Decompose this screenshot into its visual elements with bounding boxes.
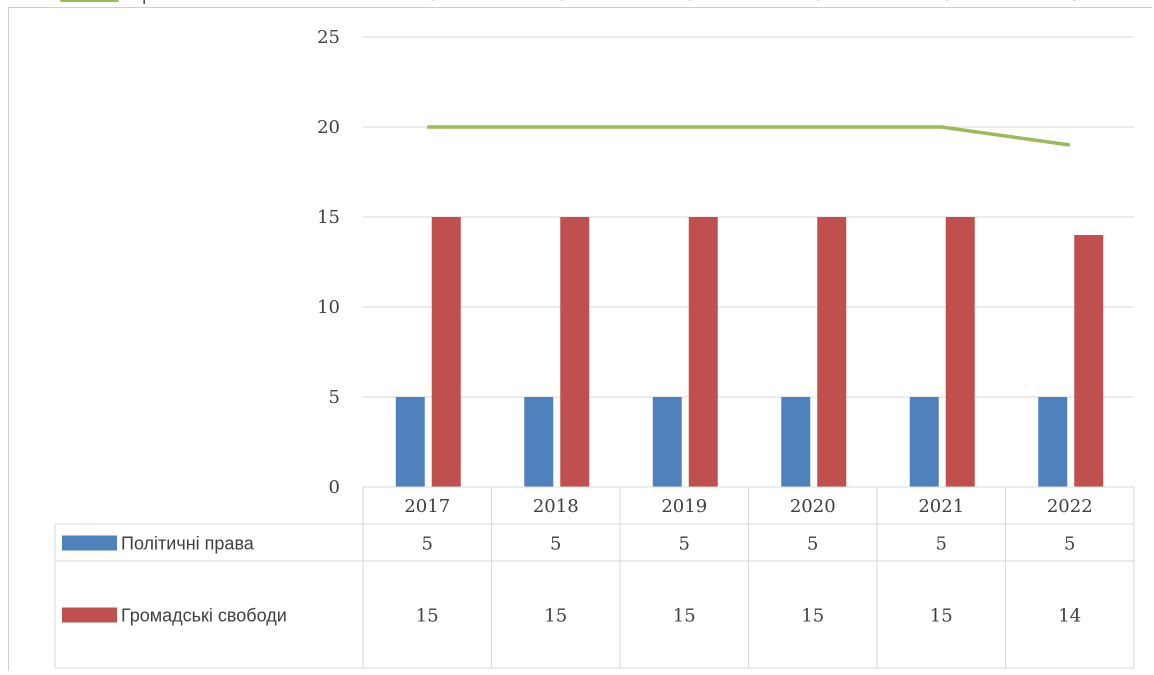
y-tick-label: 20 xyxy=(317,117,340,138)
series-label-score: Оцінка за 100-бальною xyxy=(121,0,315,4)
series-label-score-line2: шкалою xyxy=(213,0,280,4)
table-value-score: 20 xyxy=(544,0,567,5)
bar-civil-liberties xyxy=(945,217,975,487)
bar-political-rights xyxy=(1038,397,1068,487)
y-tick-label: 25 xyxy=(317,27,340,48)
table-value-civil-liberties: 15 xyxy=(673,606,696,627)
bar-political-rights xyxy=(395,397,425,487)
chart-frame xyxy=(8,7,1152,671)
category-label: 2019 xyxy=(661,496,707,517)
category-label: 2022 xyxy=(1047,496,1093,517)
bar-political-rights xyxy=(524,397,554,487)
table-value-civil-liberties: 15 xyxy=(544,606,567,627)
table-value-political-rights: 5 xyxy=(422,534,433,555)
table-value-score: 19 xyxy=(1058,0,1081,5)
table-value-political-rights: 5 xyxy=(936,534,947,555)
table-value-civil-liberties: 15 xyxy=(801,606,824,627)
y-axis: 0 5 10 15 20 25 xyxy=(317,27,340,498)
y-tick-label: 5 xyxy=(329,387,340,408)
gridlines xyxy=(363,36,1134,398)
category-label: 2021 xyxy=(918,496,964,517)
bar-civil-liberties xyxy=(431,217,461,487)
bars xyxy=(395,217,1104,487)
y-tick-label: 0 xyxy=(329,477,340,498)
table-value-political-rights: 5 xyxy=(1064,534,1075,555)
bar-political-rights xyxy=(909,397,939,487)
table-value-score: 20 xyxy=(673,0,696,5)
bar-political-rights xyxy=(652,397,682,487)
category-label: 2018 xyxy=(533,496,579,517)
legend-key-civil-liberties xyxy=(62,607,117,623)
bar-civil-liberties xyxy=(1074,235,1104,487)
table-value-political-rights: 5 xyxy=(807,534,818,555)
lines xyxy=(427,125,1070,147)
table-value-score: 20 xyxy=(801,0,824,5)
bar-political-rights xyxy=(781,397,811,487)
table-value-score: 20 xyxy=(416,0,439,5)
bar-civil-liberties xyxy=(688,217,718,487)
y-tick-label: 10 xyxy=(317,297,340,318)
table-value-political-rights: 5 xyxy=(679,534,690,555)
category-label: 2017 xyxy=(404,496,450,517)
legend-key-political-rights xyxy=(62,535,117,551)
y-tick-label: 15 xyxy=(317,207,340,228)
category-label: 2020 xyxy=(790,496,836,517)
table-value-civil-liberties: 15 xyxy=(930,606,953,627)
series-label-political-rights: Політичні права xyxy=(121,534,255,554)
table-value-civil-liberties: 14 xyxy=(1058,606,1081,627)
bar-civil-liberties xyxy=(560,217,590,487)
bar-civil-liberties xyxy=(817,217,847,487)
table-value-political-rights: 5 xyxy=(550,534,561,555)
table-value-civil-liberties: 15 xyxy=(416,606,439,627)
line-score xyxy=(427,125,1070,147)
table-value-score: 20 xyxy=(930,0,953,5)
series-label-civil-liberties: Громадські свободи xyxy=(121,606,287,626)
